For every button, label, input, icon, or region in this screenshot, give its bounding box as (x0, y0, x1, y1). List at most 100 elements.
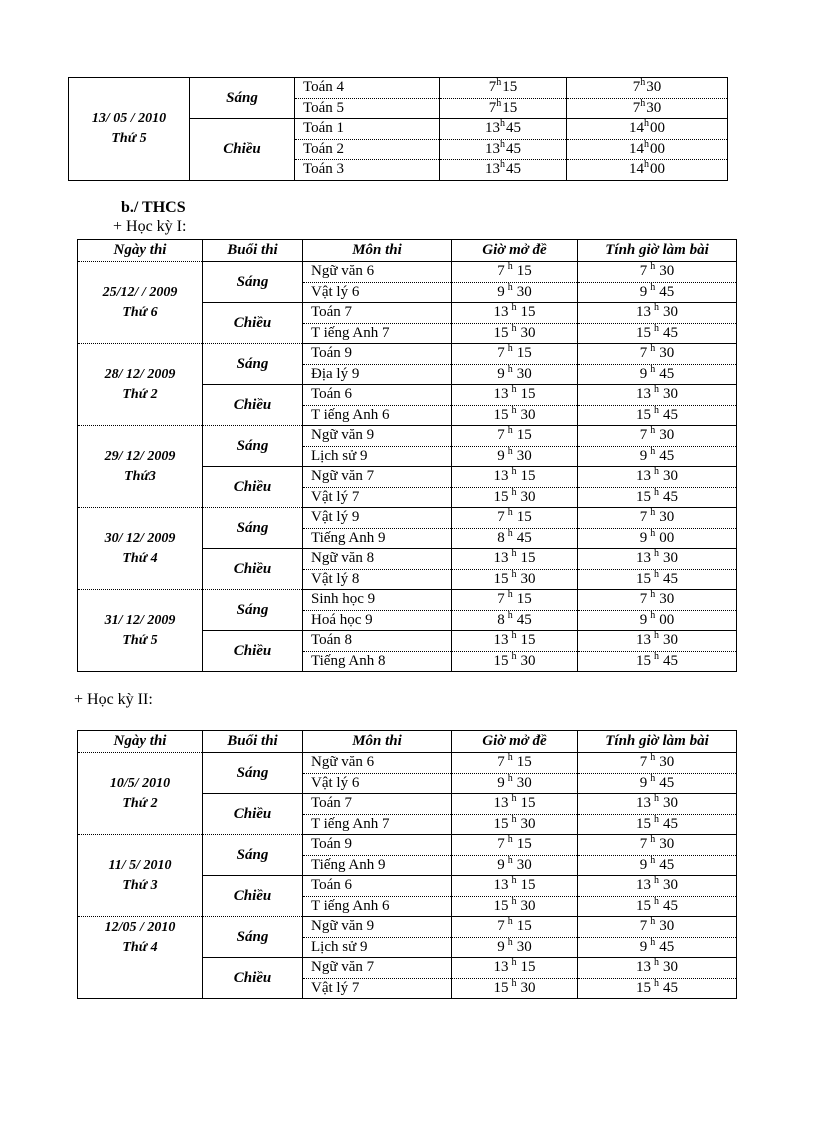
session-label-cell: Chiều (202, 957, 303, 999)
session-label-cell: Sáng (202, 425, 303, 467)
exam-schedule-row: Vật lý 7 15 h 30 15 h 45 (78, 977, 737, 999)
session-label-cell: Chiều (202, 793, 303, 835)
subject-cell: Vật lý 7 (302, 486, 452, 508)
time-hour: 9 (497, 938, 505, 955)
time-hour: 13 (636, 795, 651, 812)
time-minutes: 30 (659, 591, 675, 608)
time-hour: 15 (636, 815, 651, 832)
open-time-cell: 13 h 15 (451, 466, 578, 487)
start-time-cell: 13 h 30 (577, 875, 737, 896)
time-hour: 15 (636, 324, 651, 341)
exam-day: Thứ 2 (122, 795, 158, 811)
time-minutes: 15 (502, 99, 518, 116)
exam-day: Thứ3 (124, 468, 156, 484)
hour-superscript: h (511, 487, 517, 498)
time-hour: 9 (639, 856, 648, 873)
time-minutes: 45 (663, 406, 678, 423)
time-hour: 13 (493, 632, 509, 649)
start-time-cell: 9 h 45 (577, 363, 737, 385)
time-hour: 7 (497, 591, 505, 608)
subject-cell: T iếng Anh 7 (302, 813, 452, 835)
time-hour: 13 (485, 140, 500, 157)
exam-schedule-row: Toán 5 7h15 7h30 (69, 97, 728, 119)
open-time-cell: 13h45 (439, 159, 567, 180)
session-label: Chiều (233, 642, 272, 659)
subject-cell: Toán 2 (294, 138, 440, 160)
start-time-cell: 9 h 45 (577, 445, 737, 467)
exam-schedule-row: T iếng Anh 7 15 h 30 15 h 45 (78, 322, 737, 344)
session-label: Sáng (236, 846, 269, 863)
time-minutes: 15 (520, 386, 536, 403)
hour-superscript: h (507, 834, 513, 846)
hour-superscript: h (640, 98, 646, 109)
time-minutes: 30 (659, 918, 675, 935)
subject-cell: Toán 8 (302, 630, 452, 651)
exam-day: Thứ 6 (122, 304, 158, 320)
time-minutes: 15 (502, 79, 518, 96)
open-time-cell: 9 h 30 (451, 281, 578, 303)
exam-date-cell: 29/ 12/ 2009 Thứ3 (77, 425, 203, 508)
hour-superscript: h (507, 282, 513, 293)
exam-date-cell: 13/ 05 / 2010 Thứ 5 (68, 77, 190, 180)
open-time-cell: 9 h 30 (451, 772, 578, 794)
time-hour: 7 (497, 918, 505, 935)
hour-superscript: h (654, 978, 659, 989)
exam-schedule-row: Vật lý 7 15 h 30 15 h 45 (78, 486, 737, 508)
exam-date: 11/ 5/ 2010 (108, 857, 172, 873)
start-time-cell: 9 h 45 (577, 854, 737, 876)
hour-superscript: h (650, 343, 656, 355)
hour-superscript: h (511, 302, 517, 314)
time-minutes: 30 (659, 263, 675, 280)
time-hour: 13 (493, 959, 509, 976)
time-hour: 9 (639, 938, 648, 955)
time-minutes: 30 (520, 324, 536, 341)
time-hour: 13 (493, 304, 509, 321)
time-hour: 15 (636, 979, 651, 996)
time-minutes: 45 (663, 570, 678, 587)
time-minutes: 30 (663, 795, 678, 812)
time-minutes: 30 (520, 979, 536, 996)
hour-superscript: h (650, 855, 656, 866)
hour-superscript: h (650, 916, 656, 928)
open-time-cell: 15 h 30 (451, 568, 578, 590)
exam-schedule-row: Toán 3 13h45 14h00 (69, 159, 728, 180)
session-label-cell: Chiều (202, 875, 303, 917)
subject-cell: Toán 7 (302, 302, 452, 323)
subject-cell: Ngữ văn 6 (302, 261, 452, 282)
open-time-cell: 13h45 (439, 138, 567, 160)
hour-superscript: h (511, 630, 517, 642)
subject-cell: Tiếng Anh 9 (302, 854, 452, 876)
subject-cell: Vật lý 6 (302, 772, 452, 794)
hour-superscript: h (507, 589, 513, 601)
time-hour: 13 (636, 632, 651, 649)
time-hour: 7 (497, 509, 505, 526)
time-hour: 14 (629, 140, 644, 157)
table-header-row: Ngày thi Buổi thi Môn thi Giờ mở đề Tính giờ… (77, 239, 737, 262)
open-time-cell: 13 h 15 (451, 548, 578, 569)
header-mon-thi: Môn thi (302, 239, 452, 262)
start-time-cell: 13 h 30 (577, 466, 737, 487)
time-minutes: 30 (516, 774, 532, 791)
hoc-ky-2-schedule-table: Ngày thi Buổi thi Môn thi Giờ mở đề Tính giờ… (77, 730, 737, 999)
hour-superscript: h (640, 77, 646, 89)
time-minutes: 30 (516, 938, 532, 955)
exam-date-cell: 30/ 12/ 2009 Thứ 4 (77, 507, 203, 590)
hour-superscript: h (650, 773, 656, 784)
hour-superscript: h (500, 118, 505, 130)
exam-schedule-row: Chiều Toán 6 13 h 15 13 h 30 (78, 875, 737, 917)
hour-superscript: h (654, 487, 659, 498)
exam-schedule-row: Chiều Toán 1 13h45 14h00 (69, 118, 728, 180)
hour-superscript: h (654, 569, 659, 580)
session-label: Sáng (236, 601, 269, 618)
exam-schedule-row: Lịch sử 9 9 h 30 9 h 45 (78, 445, 737, 467)
start-time-cell: 15 h 45 (577, 977, 737, 999)
time-minutes: 15 (520, 795, 536, 812)
time-minutes: 15 (516, 345, 532, 362)
header-ngay-thi: Ngày thi (77, 239, 203, 262)
exam-schedule-row: Chiều Ngữ văn 8 13 h 15 13 h 30 (78, 548, 737, 590)
subject-cell: T iếng Anh 6 (302, 404, 452, 426)
